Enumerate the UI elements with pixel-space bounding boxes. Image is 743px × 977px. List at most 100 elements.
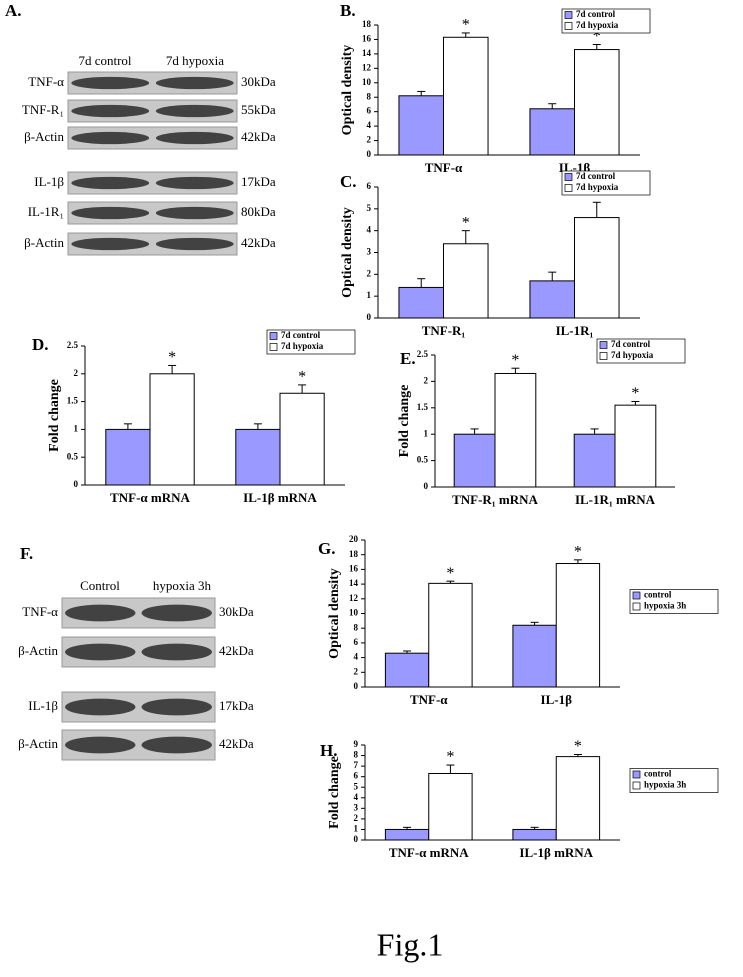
bar: [443, 36, 489, 156]
y-tick-label: 2.5: [417, 349, 429, 359]
y-tick-label: 0.5: [417, 455, 429, 465]
significance-mark: *: [593, 28, 601, 45]
y-tick-label: 0: [354, 834, 359, 844]
y-tick-label: 18: [362, 19, 372, 29]
row-label: β-Actin: [18, 736, 58, 751]
y-tick-label: 10: [349, 608, 359, 618]
y-tick-label: 2: [367, 135, 372, 145]
bar: [279, 392, 325, 486]
y-tick-label: 4: [367, 225, 372, 235]
legend-box: [561, 8, 651, 34]
blot-band: [71, 206, 150, 220]
row-label: β-Actin: [18, 643, 58, 658]
x-tick-label: TNF-α mRNA: [389, 845, 469, 860]
y-tick-label: 4: [354, 792, 359, 802]
y-tick-label: 6: [354, 637, 359, 647]
legend-swatch: [599, 352, 608, 360]
blot-band: [155, 131, 234, 145]
x-tick-label: TNF-R₁ mRNA: [452, 492, 538, 507]
bar: [512, 624, 557, 688]
panel-label: H.: [320, 741, 337, 760]
legend-label: 7d hypoxia: [281, 341, 324, 351]
row-label: IL-1R₁: [28, 204, 64, 219]
legend-swatch: [564, 11, 573, 19]
bar: [614, 404, 657, 488]
blot-band: [71, 176, 150, 190]
bar: [574, 49, 620, 156]
blot-band: [155, 237, 234, 251]
size-label: 80kDa: [241, 204, 276, 219]
x-tick-label: IL-1β mRNA: [243, 490, 317, 505]
y-tick-label: 5: [367, 203, 372, 213]
legend-label: hypoxia 3h: [644, 601, 686, 611]
lane-label: 7d hypoxia: [166, 53, 224, 68]
y-tick-label: 1: [74, 423, 79, 433]
y-tick-label: 14: [362, 48, 372, 58]
bar: [105, 428, 151, 486]
panel-label: C.: [340, 172, 357, 191]
size-label: 42kDa: [219, 736, 254, 751]
bar: [384, 828, 430, 841]
significance-mark: *: [462, 214, 470, 231]
y-tick-label: 1: [354, 824, 359, 834]
bar: [384, 652, 430, 688]
y-tick-label: 16: [349, 563, 359, 573]
panel-label: E.: [400, 349, 416, 368]
blot-band: [65, 736, 136, 754]
panel-label: D.: [32, 335, 49, 354]
bar: [573, 433, 616, 488]
blot-band: [65, 604, 136, 622]
legend-swatch: [564, 173, 573, 181]
y-tick-label: 8: [354, 750, 359, 760]
legend-label: 7d control: [576, 9, 616, 19]
legend-swatch: [269, 343, 278, 351]
bar: [428, 773, 473, 841]
significance-mark: *: [574, 544, 582, 561]
blot-band: [65, 643, 136, 661]
legend-label: 7d control: [576, 171, 616, 181]
y-tick-label: 6: [367, 181, 372, 191]
y-tick-label: 18: [349, 549, 359, 559]
blot-band: [155, 206, 234, 220]
lane-label: 7d control: [78, 53, 131, 68]
caption: Fig.1: [377, 926, 444, 962]
y-axis-label: Optical density: [340, 207, 355, 298]
row-label: IL-1β: [28, 698, 58, 713]
x-tick-label: TNF-R₁: [422, 323, 466, 338]
y-axis-label: Fold change: [397, 385, 412, 458]
y-axis-label: Optical density: [340, 45, 355, 136]
y-tick-label: 8: [367, 91, 372, 101]
legend-label: 7d hypoxia: [576, 182, 619, 192]
bar: [149, 373, 195, 486]
legend-box: [629, 768, 719, 793]
row-label: IL-1β: [34, 174, 64, 189]
size-label: 42kDa: [219, 643, 254, 658]
y-tick-label: 7: [354, 760, 359, 770]
lane-label: Control: [80, 578, 120, 593]
y-tick-label: 9: [354, 739, 359, 749]
blot-band: [71, 76, 150, 90]
panel-label: A.: [5, 1, 22, 20]
blot-band: [71, 237, 150, 251]
legend-label: 7d hypoxia: [611, 350, 654, 360]
y-tick-label: 1: [424, 428, 429, 438]
legend-swatch: [632, 591, 641, 600]
bar: [235, 428, 281, 486]
bar: [428, 582, 473, 688]
y-tick-label: 4: [367, 120, 372, 130]
size-label: 42kDa: [241, 129, 276, 144]
significance-mark: *: [574, 738, 582, 755]
bar: [398, 286, 444, 319]
bar: [494, 372, 537, 488]
row-label: TNF-α: [28, 74, 64, 89]
bar: [529, 108, 576, 156]
legend-swatch: [599, 341, 608, 349]
y-tick-label: 14: [349, 578, 359, 588]
size-label: 17kDa: [241, 174, 276, 189]
y-tick-label: 8: [354, 622, 359, 632]
bar: [512, 828, 557, 841]
y-tick-label: 2: [354, 666, 359, 676]
panel-label: F.: [20, 544, 33, 563]
significance-mark: *: [298, 369, 306, 386]
x-tick-label: IL-1β mRNA: [519, 845, 593, 860]
